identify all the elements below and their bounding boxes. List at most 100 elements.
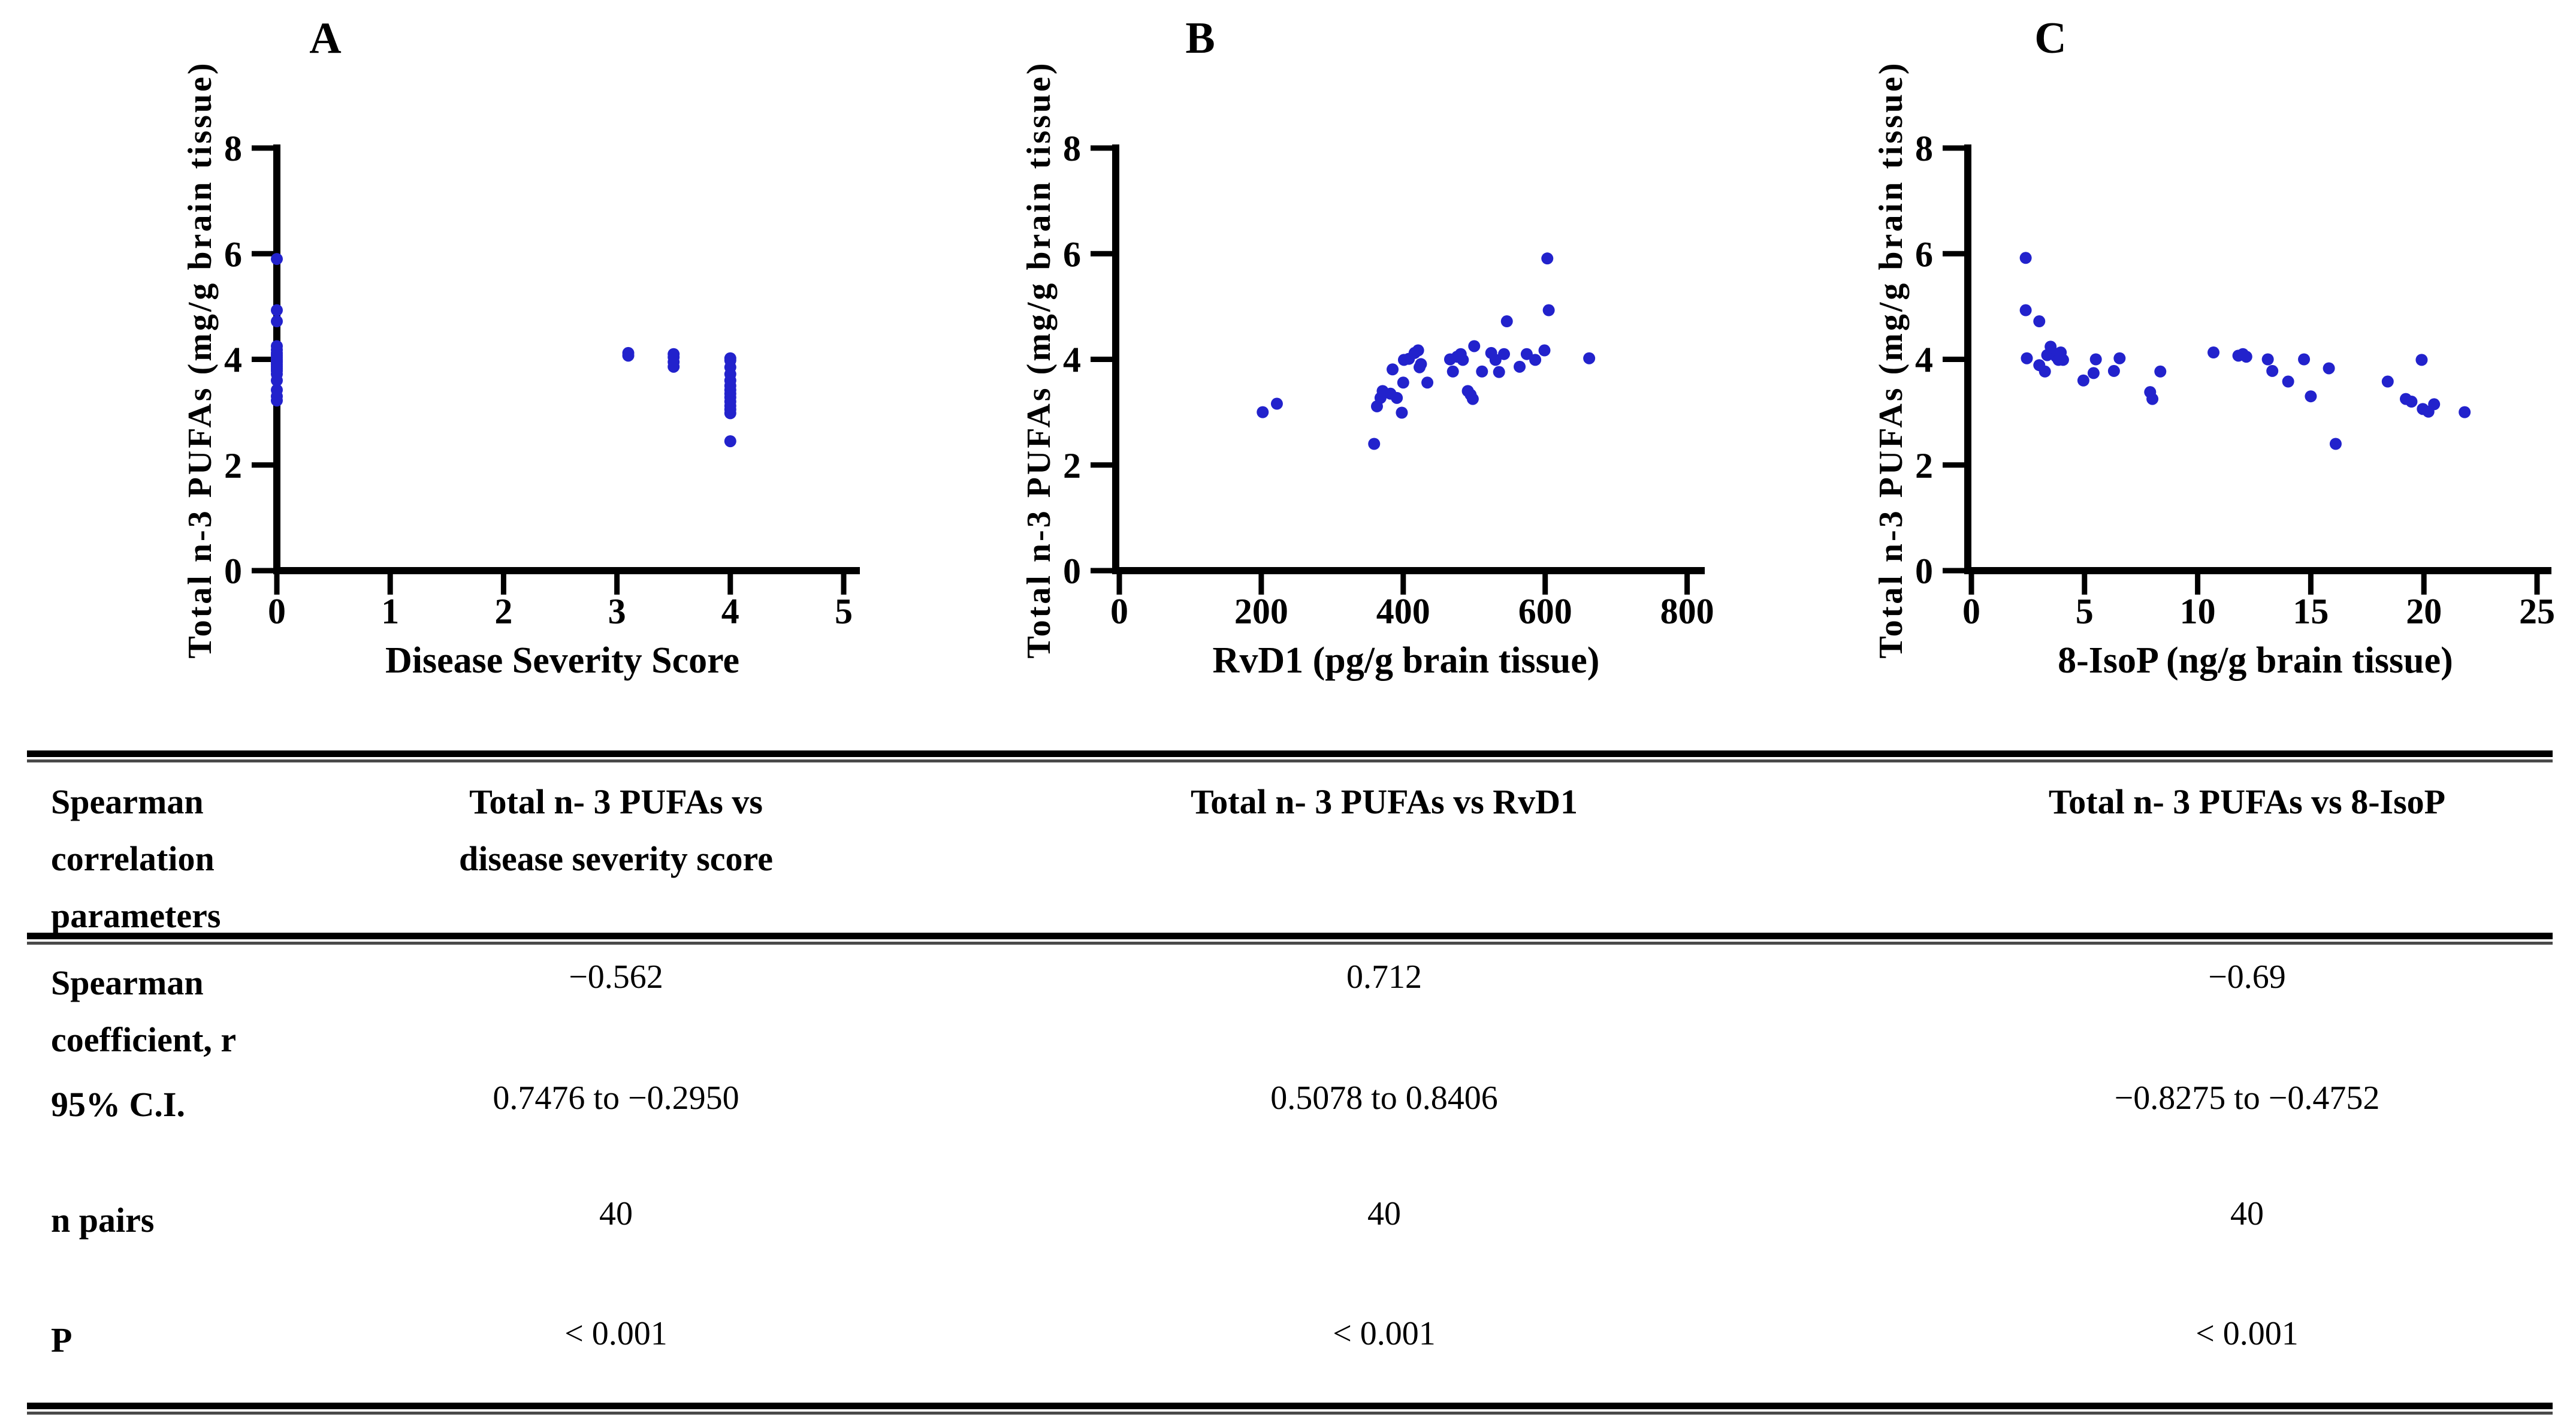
data-point (2282, 375, 2294, 388)
table-rule-top (27, 750, 2553, 762)
x-tick-label: 15 (2293, 592, 2329, 631)
data-point (2240, 351, 2252, 363)
row-label-ci: 95% C.I. (51, 1085, 185, 1124)
y-tick-label: 8 (224, 129, 242, 168)
data-point (2207, 346, 2220, 359)
x-tick-label: 4 (721, 592, 739, 631)
data-point (1415, 358, 1427, 370)
data-point (1412, 344, 1424, 357)
x-tick-label: 25 (2519, 592, 2555, 631)
y-tick-label: 8 (1063, 129, 1081, 168)
y-tick-label: 4 (1915, 340, 1933, 380)
data-point (2019, 252, 2032, 264)
panel-label: B (1185, 14, 1215, 63)
x-tick-label: 800 (1660, 592, 1714, 631)
data-point (2146, 393, 2159, 405)
data-point (1514, 360, 1526, 373)
data-point (724, 407, 736, 420)
y-tick-label: 2 (1915, 446, 1933, 486)
y-tick-label: 0 (224, 551, 242, 591)
data-point (1476, 365, 1488, 378)
data-point (1500, 315, 1513, 328)
data-point (2056, 354, 2069, 366)
panel-b: B 0 2 4 6 8 0 200 400 600 800 RvD1 (pg/g brain tiss… (1020, 14, 1714, 681)
cell-n-severity: 40 (599, 1195, 633, 1232)
table-rule-header (27, 933, 2553, 945)
data-point (271, 374, 283, 387)
cell-ci-severity: 0.7476 to −0.2950 (493, 1080, 739, 1117)
cell-p-rvd1: < 0.001 (1333, 1315, 1436, 1352)
y-tick-label: 6 (1915, 234, 1933, 274)
scatter-panels: A 0 2 4 6 8 0 1 2 3 4 5 Disease Severity Score Total … (182, 14, 2555, 681)
table-header-vs-rvd1: Total n- 3 PUFAs vs RvD1 (1190, 782, 1578, 821)
data-point (1520, 348, 1533, 360)
x-tick-label: 0 (1110, 592, 1128, 631)
data-point (2107, 364, 2120, 377)
x-tick-label: 5 (2076, 592, 2094, 631)
table-header-vs-8isop: Total n- 3 PUFAs vs 8-IsoP (2048, 782, 2446, 821)
y-tick-label: 6 (224, 234, 242, 274)
data-point (2077, 374, 2089, 387)
panel-a: A 0 2 4 6 8 0 1 2 3 4 5 Disease Severity Score Total … (182, 14, 860, 681)
data-point (1529, 354, 1542, 366)
table-header-parameters: Spearman correlation parameters (51, 782, 221, 935)
x-tick-label: 0 (268, 592, 286, 631)
cell-p-8isop: < 0.001 (2196, 1315, 2299, 1352)
cell-r-severity: −0.562 (569, 958, 663, 996)
data-point (2305, 390, 2317, 403)
data-point (2033, 315, 2046, 328)
x-tick-label: 5 (835, 592, 853, 631)
y-tick-label: 4 (1063, 340, 1081, 380)
data-point (2298, 353, 2311, 366)
data-point (2415, 354, 2428, 366)
x-axis-title: RvD1 (pg/g brain tissue) (1213, 640, 1600, 681)
data-point (2428, 398, 2441, 411)
y-tick-label: 6 (1063, 234, 1081, 274)
x-tick-label: 2 (494, 592, 512, 631)
y-tick-label: 2 (1063, 446, 1081, 486)
cell-r-rvd1: 0.712 (1346, 958, 1422, 996)
data-point (271, 394, 283, 407)
data-point (2405, 396, 2418, 408)
y-axis-title: Total n-3 PUFAs (mg/g brain tissue) (182, 61, 219, 658)
data-point (271, 304, 283, 316)
data-point (271, 253, 283, 266)
data-point (1493, 366, 1505, 378)
row-label-p: P (51, 1321, 73, 1359)
y-tick-label: 8 (1915, 129, 1933, 168)
data-point (2329, 438, 2342, 450)
data-point (1391, 391, 1403, 404)
cell-p-severity: < 0.001 (564, 1315, 668, 1352)
row-label-spearman-r: Spearman coefficient, r (51, 963, 237, 1059)
data-point (2154, 365, 2167, 378)
y-axis-title: Total n-3 PUFAs (mg/g brain tissue) (1873, 61, 1910, 658)
data-point (724, 435, 736, 448)
cell-ci-rvd1: 0.5078 to 0.8406 (1270, 1080, 1498, 1117)
data-point (1368, 438, 1381, 450)
cell-ci-8isop: −0.8275 to −0.4752 (2114, 1080, 2380, 1117)
data-point (2459, 406, 2471, 418)
row-label-npairs: n pairs (51, 1201, 155, 1240)
data-point (1468, 340, 1481, 352)
data-point (1489, 354, 1502, 366)
y-tick-label: 0 (1063, 551, 1081, 591)
x-tick-label: 10 (2180, 592, 2216, 631)
data-point (1257, 406, 1269, 418)
data-point (2261, 353, 2274, 366)
y-tick-label: 4 (224, 340, 242, 380)
data-point (1387, 363, 1399, 376)
data-point (1396, 406, 1408, 419)
x-tick-label: 1 (381, 592, 399, 631)
data-point (1457, 354, 1469, 366)
x-tick-label: 200 (1234, 592, 1288, 631)
panel-label: A (309, 14, 341, 63)
data-point (2113, 352, 2126, 364)
x-tick-label: 3 (608, 592, 626, 631)
data-point (2021, 352, 2033, 364)
data-point (2323, 362, 2335, 375)
cell-n-rvd1: 40 (1367, 1195, 1401, 1232)
data-point (2089, 353, 2102, 366)
data-point (622, 349, 635, 362)
data-point (1446, 365, 1459, 378)
